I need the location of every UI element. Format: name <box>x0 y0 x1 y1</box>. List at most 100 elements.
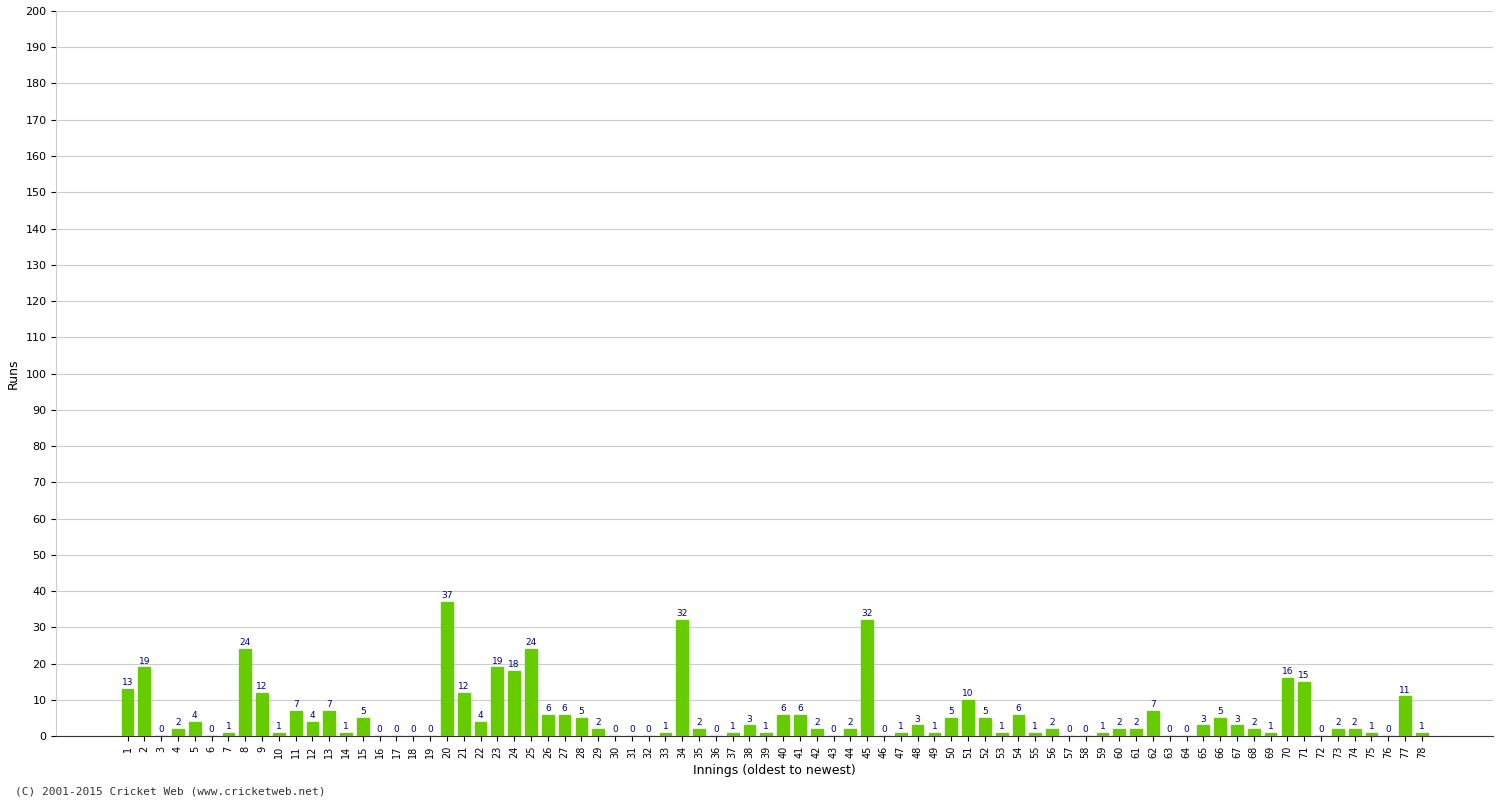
Text: 2: 2 <box>1335 718 1341 727</box>
Bar <box>896 733 906 736</box>
Text: 0: 0 <box>1083 726 1089 734</box>
Text: 2: 2 <box>1251 718 1257 727</box>
Text: 12: 12 <box>458 682 470 691</box>
Text: 19: 19 <box>492 657 502 666</box>
Text: 5: 5 <box>1218 707 1222 716</box>
Bar <box>189 722 201 736</box>
Bar <box>458 693 470 736</box>
Text: 15: 15 <box>1299 671 1310 680</box>
Text: 4: 4 <box>477 711 483 720</box>
Bar <box>1248 729 1260 736</box>
Text: 1: 1 <box>663 722 669 731</box>
Bar <box>240 650 250 736</box>
Text: 18: 18 <box>509 660 520 669</box>
Text: 1: 1 <box>730 722 735 731</box>
Bar <box>558 714 570 736</box>
Bar <box>290 711 302 736</box>
Bar <box>1365 733 1377 736</box>
Text: 1: 1 <box>276 722 282 731</box>
Text: 7: 7 <box>1150 700 1156 709</box>
Bar <box>812 729 822 736</box>
Bar <box>1281 678 1293 736</box>
Text: 3: 3 <box>1234 714 1240 723</box>
Text: 1: 1 <box>1100 722 1106 731</box>
Text: 6: 6 <box>561 704 567 713</box>
Text: 5: 5 <box>982 707 987 716</box>
Bar <box>1029 733 1041 736</box>
Text: 1: 1 <box>344 722 350 731</box>
Bar <box>844 729 856 736</box>
Text: 3: 3 <box>1200 714 1206 723</box>
Text: 3: 3 <box>747 714 753 723</box>
Bar <box>693 729 705 736</box>
Bar <box>760 733 772 736</box>
Bar <box>794 714 806 736</box>
Text: 2: 2 <box>847 718 853 727</box>
Text: 2: 2 <box>1352 718 1358 727</box>
Bar <box>962 700 974 736</box>
Text: 0: 0 <box>612 726 618 734</box>
Bar <box>928 733 940 736</box>
Bar <box>222 733 234 736</box>
Bar <box>861 620 873 736</box>
Text: 4: 4 <box>192 711 198 720</box>
Text: 1: 1 <box>898 722 903 731</box>
Text: 2: 2 <box>176 718 181 727</box>
Bar <box>1348 729 1360 736</box>
Bar <box>1332 729 1344 736</box>
Text: 1: 1 <box>932 722 938 731</box>
Text: 10: 10 <box>963 689 974 698</box>
Text: 7: 7 <box>327 700 332 709</box>
Text: 0: 0 <box>1386 726 1390 734</box>
Bar <box>492 667 502 736</box>
Bar <box>676 620 688 736</box>
Text: 2: 2 <box>1134 718 1138 727</box>
Bar <box>1148 711 1160 736</box>
Text: 0: 0 <box>712 726 718 734</box>
Bar <box>122 689 134 736</box>
Bar <box>172 729 184 736</box>
Bar <box>138 667 150 736</box>
Bar <box>728 733 738 736</box>
Text: 0: 0 <box>209 726 214 734</box>
Text: 0: 0 <box>880 726 886 734</box>
Text: 0: 0 <box>1066 726 1071 734</box>
Bar <box>306 722 318 736</box>
Y-axis label: Runs: Runs <box>8 358 20 389</box>
Text: 0: 0 <box>628 726 634 734</box>
Bar <box>777 714 789 736</box>
Bar <box>357 718 369 736</box>
Text: 2: 2 <box>815 718 819 727</box>
Bar <box>542 714 554 736</box>
Text: 6: 6 <box>780 704 786 713</box>
Bar <box>273 733 285 736</box>
Text: 1: 1 <box>225 722 231 731</box>
Text: 19: 19 <box>138 657 150 666</box>
Text: 1: 1 <box>1368 722 1374 731</box>
Text: 0: 0 <box>1167 726 1173 734</box>
Bar <box>1113 729 1125 736</box>
Bar <box>1197 726 1209 736</box>
Bar <box>912 726 924 736</box>
Bar <box>441 602 453 736</box>
Text: 0: 0 <box>159 726 164 734</box>
Bar <box>592 729 604 736</box>
Text: 0: 0 <box>427 726 433 734</box>
Bar <box>525 650 537 736</box>
Text: 0: 0 <box>393 726 399 734</box>
Text: 5: 5 <box>360 707 366 716</box>
Text: 2: 2 <box>596 718 602 727</box>
Text: 6: 6 <box>1016 704 1022 713</box>
Bar <box>1096 733 1108 736</box>
Text: 11: 11 <box>1400 686 1411 694</box>
Text: (C) 2001-2015 Cricket Web (www.cricketweb.net): (C) 2001-2015 Cricket Web (www.cricketwe… <box>15 786 326 796</box>
Bar <box>1232 726 1244 736</box>
Text: 0: 0 <box>831 726 837 734</box>
Bar <box>1046 729 1058 736</box>
Text: 0: 0 <box>376 726 382 734</box>
Text: 32: 32 <box>676 610 688 618</box>
Bar <box>340 733 352 736</box>
Bar <box>744 726 756 736</box>
Text: 12: 12 <box>256 682 267 691</box>
Text: 6: 6 <box>796 704 802 713</box>
